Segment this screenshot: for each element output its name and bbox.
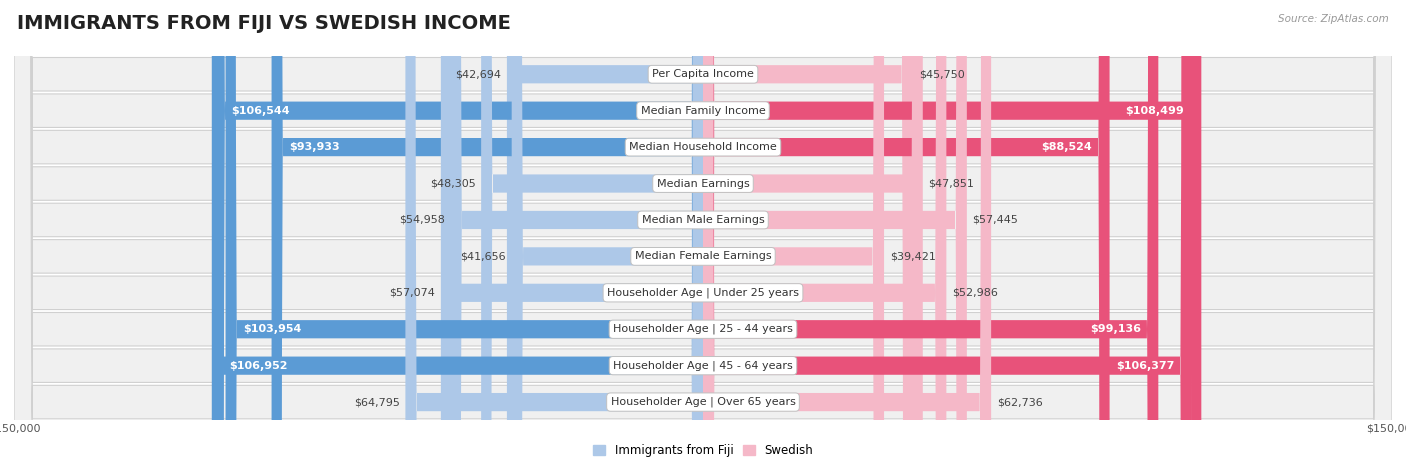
- Text: $42,694: $42,694: [456, 69, 501, 79]
- Text: Householder Age | Over 65 years: Householder Age | Over 65 years: [610, 397, 796, 407]
- Text: $45,750: $45,750: [920, 69, 965, 79]
- FancyBboxPatch shape: [214, 0, 703, 467]
- FancyBboxPatch shape: [14, 0, 1392, 467]
- FancyBboxPatch shape: [703, 0, 991, 467]
- FancyBboxPatch shape: [14, 0, 1392, 467]
- Text: $88,524: $88,524: [1042, 142, 1092, 152]
- FancyBboxPatch shape: [450, 0, 703, 467]
- FancyBboxPatch shape: [512, 0, 703, 467]
- Text: $106,377: $106,377: [1116, 361, 1174, 371]
- FancyBboxPatch shape: [14, 0, 1392, 467]
- Text: $57,445: $57,445: [973, 215, 1018, 225]
- Text: Per Capita Income: Per Capita Income: [652, 69, 754, 79]
- FancyBboxPatch shape: [703, 0, 946, 467]
- Text: $99,136: $99,136: [1090, 324, 1142, 334]
- FancyBboxPatch shape: [703, 0, 1201, 467]
- Text: $64,795: $64,795: [354, 397, 399, 407]
- FancyBboxPatch shape: [14, 0, 1392, 467]
- FancyBboxPatch shape: [14, 0, 1392, 467]
- Text: $106,952: $106,952: [229, 361, 287, 371]
- FancyBboxPatch shape: [405, 0, 703, 467]
- FancyBboxPatch shape: [703, 0, 1159, 467]
- FancyBboxPatch shape: [14, 0, 1392, 467]
- Text: IMMIGRANTS FROM FIJI VS SWEDISH INCOME: IMMIGRANTS FROM FIJI VS SWEDISH INCOME: [17, 14, 510, 33]
- Text: $57,074: $57,074: [389, 288, 434, 298]
- FancyBboxPatch shape: [14, 0, 1392, 467]
- Text: $103,954: $103,954: [243, 324, 301, 334]
- Text: $47,851: $47,851: [928, 178, 974, 189]
- Text: Median Household Income: Median Household Income: [628, 142, 778, 152]
- FancyBboxPatch shape: [703, 0, 967, 467]
- Legend: Immigrants from Fiji, Swedish: Immigrants from Fiji, Swedish: [589, 439, 817, 462]
- Text: $93,933: $93,933: [288, 142, 339, 152]
- FancyBboxPatch shape: [703, 0, 884, 467]
- FancyBboxPatch shape: [14, 0, 1392, 467]
- Text: $54,958: $54,958: [399, 215, 444, 225]
- FancyBboxPatch shape: [225, 0, 703, 467]
- FancyBboxPatch shape: [703, 0, 922, 467]
- Text: Median Family Income: Median Family Income: [641, 106, 765, 116]
- Text: $41,656: $41,656: [460, 251, 506, 262]
- FancyBboxPatch shape: [508, 0, 703, 467]
- Text: $106,544: $106,544: [231, 106, 290, 116]
- Text: Householder Age | 25 - 44 years: Householder Age | 25 - 44 years: [613, 324, 793, 334]
- Text: Householder Age | Under 25 years: Householder Age | Under 25 years: [607, 288, 799, 298]
- FancyBboxPatch shape: [212, 0, 703, 467]
- Text: Median Male Earnings: Median Male Earnings: [641, 215, 765, 225]
- FancyBboxPatch shape: [14, 0, 1392, 467]
- FancyBboxPatch shape: [703, 0, 1109, 467]
- Text: Householder Age | 45 - 64 years: Householder Age | 45 - 64 years: [613, 361, 793, 371]
- Text: Median Female Earnings: Median Female Earnings: [634, 251, 772, 262]
- FancyBboxPatch shape: [14, 0, 1392, 467]
- Text: $48,305: $48,305: [430, 178, 475, 189]
- Text: $108,499: $108,499: [1125, 106, 1184, 116]
- Text: $52,986: $52,986: [952, 288, 998, 298]
- FancyBboxPatch shape: [703, 0, 1191, 467]
- Text: Source: ZipAtlas.com: Source: ZipAtlas.com: [1278, 14, 1389, 24]
- FancyBboxPatch shape: [481, 0, 703, 467]
- FancyBboxPatch shape: [703, 0, 912, 467]
- Text: $39,421: $39,421: [890, 251, 935, 262]
- Text: $62,736: $62,736: [997, 397, 1043, 407]
- FancyBboxPatch shape: [441, 0, 703, 467]
- Text: Median Earnings: Median Earnings: [657, 178, 749, 189]
- FancyBboxPatch shape: [271, 0, 703, 467]
